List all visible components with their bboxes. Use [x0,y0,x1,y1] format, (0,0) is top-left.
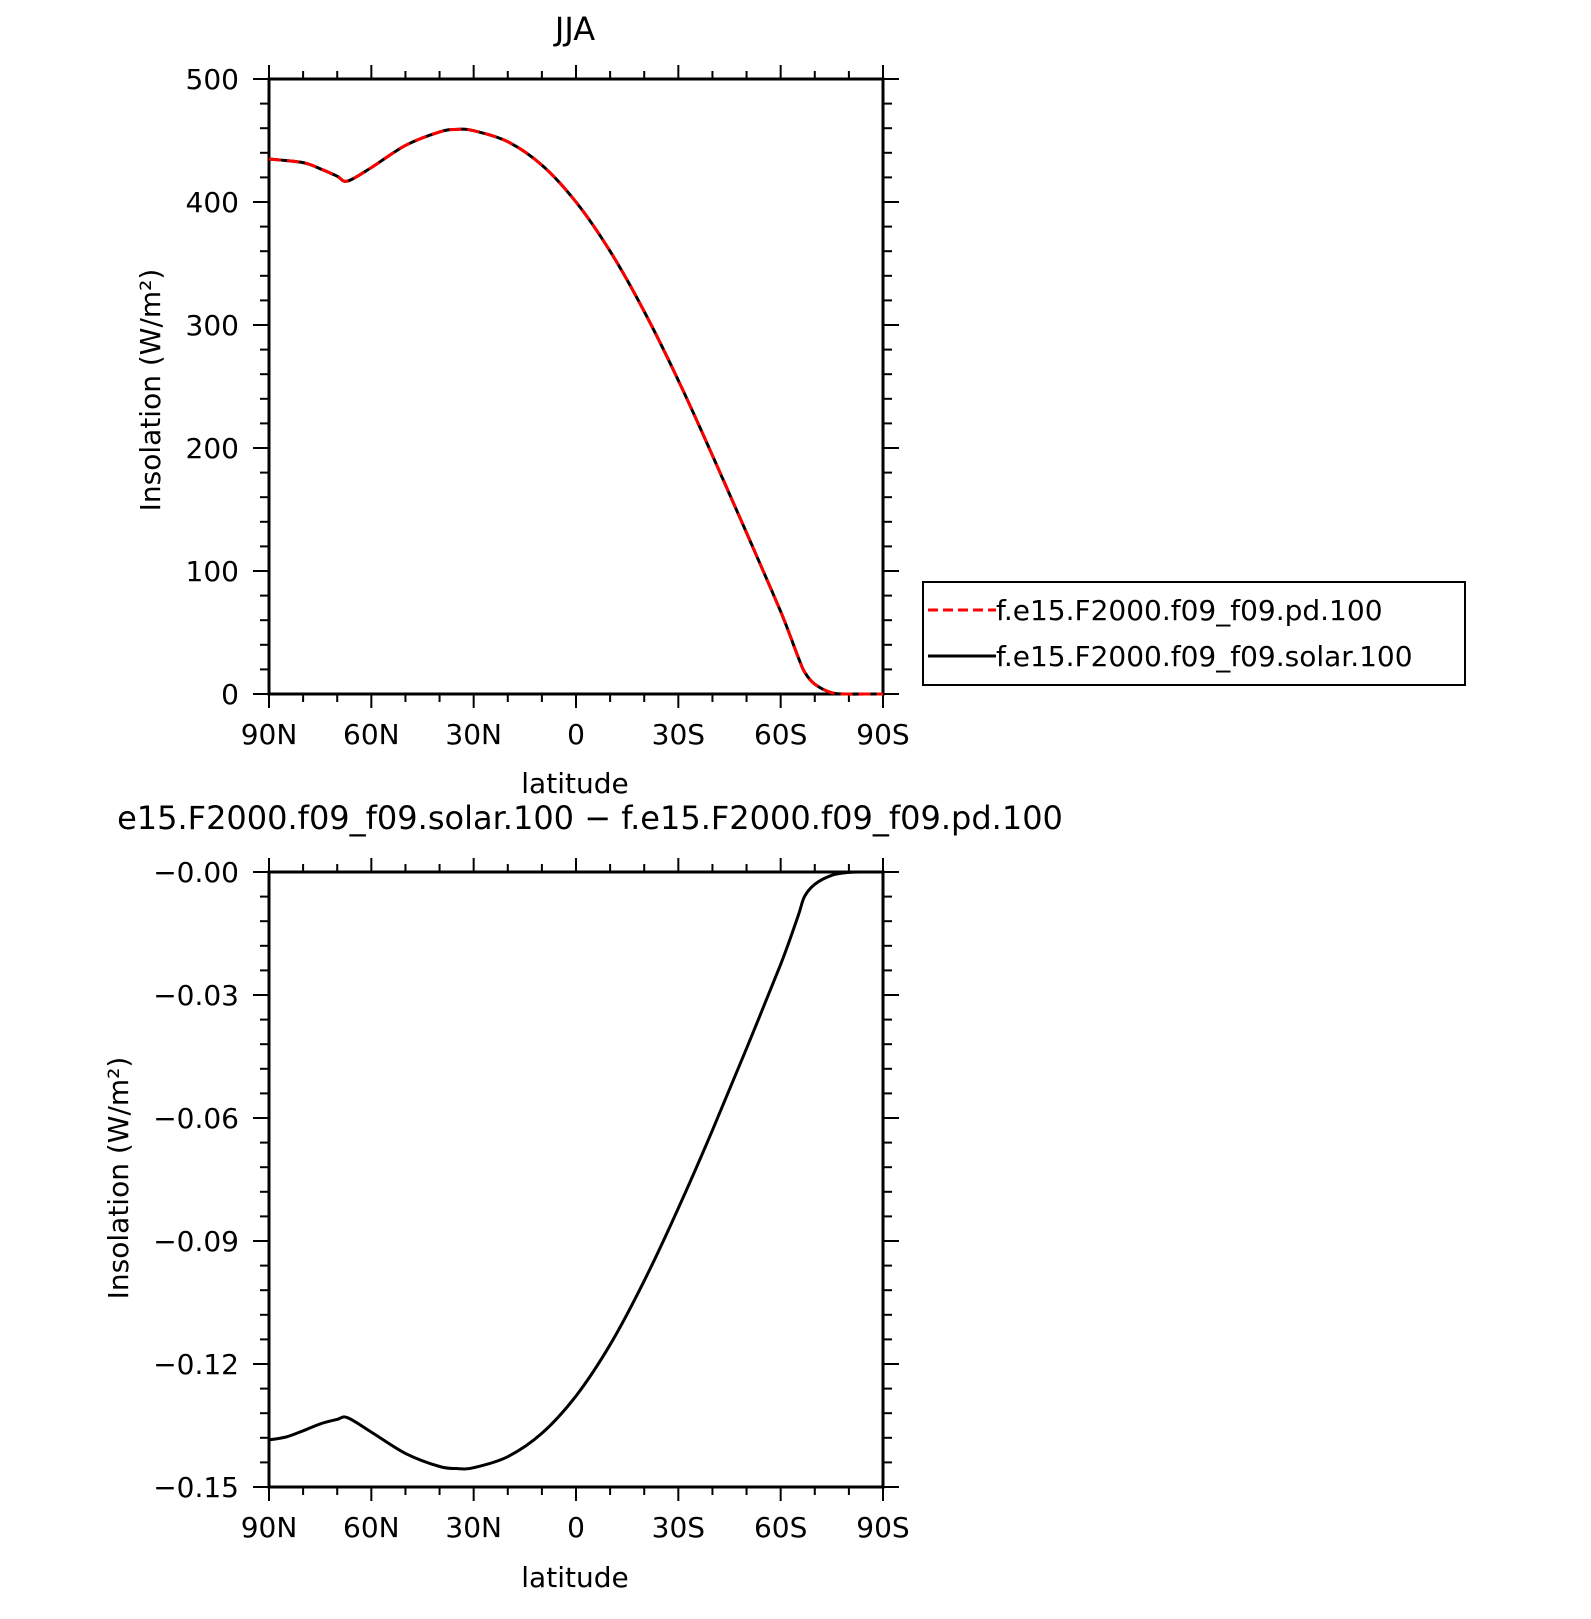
bottom-chart-title: e15.F2000.f09_f09.solar.100 − f.e15.F200… [117,799,1063,837]
x-tick-label: 0 [567,718,585,751]
x-tick-label: 0 [567,1511,585,1544]
y-tick-label: 0 [221,678,239,711]
y-tick-label: −0.00 [153,856,239,889]
bottom-x-axis-label: latitude [521,1561,628,1594]
x-tick-label: 30S [652,1511,705,1544]
x-tick-label: 90N [241,1511,298,1544]
y-tick-label: −0.09 [153,1225,239,1258]
y-tick-label: 400 [186,186,239,219]
x-tick-label: 30S [652,718,705,751]
plot-frame [267,77,885,696]
series-line-difference [268,870,884,1471]
series-line-solar [268,127,883,696]
top-y-axis-label: Insolation (W/m²) [134,269,167,512]
top-x-axis-label: latitude [521,767,628,800]
y-tick-label: 500 [186,63,239,96]
y-tick-label: −0.12 [153,1348,239,1381]
top-panel: JJA 90N 60N 30N 0 30S 60S 90S0100200300400500 … [134,10,910,800]
series-line-pd [268,127,883,696]
x-tick-label: 30N [445,1511,502,1544]
x-tick-label: 60S [754,1511,807,1544]
legend: f.e15.F2000.f09_f09.pd.100 f.e15.F2000.f… [922,581,1466,686]
x-tick-label: 90N [241,718,298,751]
x-tick-label: 60N [343,718,400,751]
y-tick-label: 300 [186,309,239,342]
x-tick-label: 90S [856,718,909,751]
bottom-panel: e15.F2000.f09_f09.solar.100 − f.e15.F200… [102,799,1063,1594]
y-tick-label: −0.03 [153,979,239,1012]
top-chart-title: JJA [553,10,595,48]
legend-label-pd: f.e15.F2000.f09_f09.pd.100 [996,594,1383,627]
y-tick-label: −0.06 [153,1102,239,1135]
x-tick-label: 60S [754,718,807,751]
y-tick-label: 100 [186,555,239,588]
bottom-y-axis-label: Insolation (W/m²) [102,1057,135,1300]
legend-label-solar: f.e15.F2000.f09_f09.solar.100 [996,640,1413,673]
top-plot-area: 90N 60N 30N 0 30S 60S 90S 0 100 200 300 400 500 [186,63,910,751]
x-tick-label: 60N [343,1511,400,1544]
y-tick-label: 200 [186,432,239,465]
x-tick-label: 30N [445,718,502,751]
bottom-plot-area: 90N 60N 30N 0 30S 60S 90S −0.00 −0.03 −0.06 −0.09 −… [153,856,910,1544]
y-tick-label: −0.15 [153,1471,239,1504]
x-tick-label: 90S [856,1511,909,1544]
legend-box [922,581,1466,686]
